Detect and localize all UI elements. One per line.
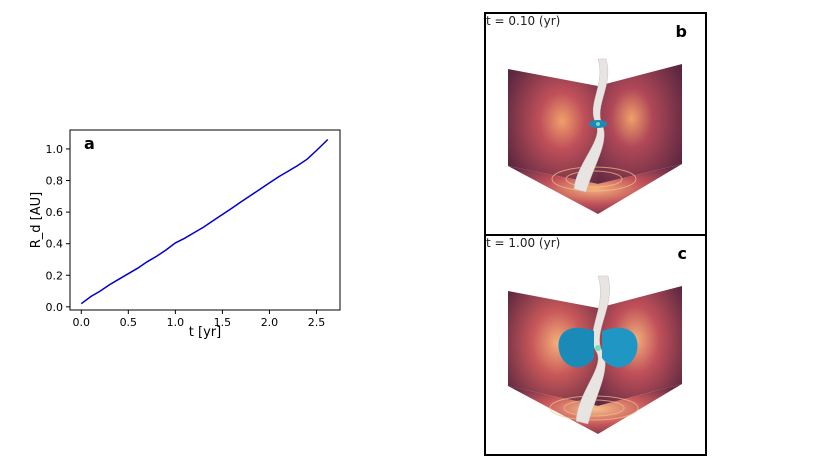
x-tick-label: 2.5 [308,316,326,329]
floor [508,384,682,434]
panel-b-letter: b [675,22,687,41]
panel-b: t = 0.10 (yr) b [484,12,707,236]
left-wall [508,69,598,184]
y-tick-label: 0.0 [46,301,64,314]
y-tick-label: 0.6 [46,206,64,219]
panel-b-time-label: t = 0.10 (yr) [486,14,561,28]
y-axis: 0.0 0.2 0.4 0.6 0.8 1.0 [46,143,70,314]
x-tick-label: 1.5 [214,316,232,329]
simulation-render-c [508,275,682,434]
panel-label-a: a [84,134,95,153]
y-tick-label: 0.8 [46,175,64,188]
panel-c-letter: c [677,244,687,263]
panel-c-time-label: t = 1.00 (yr) [486,236,561,250]
y-axis-label: R_d [AU] [29,192,44,248]
jet-outflow [573,58,609,193]
disk-lobe-left [558,327,594,368]
plot-area-frame [69,129,341,311]
y-tick-label: 0.2 [46,269,64,282]
x-axis-label: t [yr] [189,325,221,340]
x-axis: 0.0 0.5 1.0 1.5 2.0 2.5 [73,310,326,329]
simulation-render-b [508,58,682,214]
y-tick-label: 0.4 [46,238,64,251]
floor [508,164,682,214]
right-wall [598,64,682,184]
series-line [80,138,329,305]
x-tick-label: 1.0 [167,316,185,329]
x-tick-label: 0.0 [73,316,91,329]
x-tick-label: 2.0 [261,316,279,329]
panel-c: t = 1.00 (yr) c [484,234,707,456]
x-tick-label: 0.5 [120,316,138,329]
y-tick-label: 1.0 [46,143,64,156]
disk-lobe-right [602,327,638,368]
right-wall [598,286,682,406]
left-wall [508,291,598,406]
